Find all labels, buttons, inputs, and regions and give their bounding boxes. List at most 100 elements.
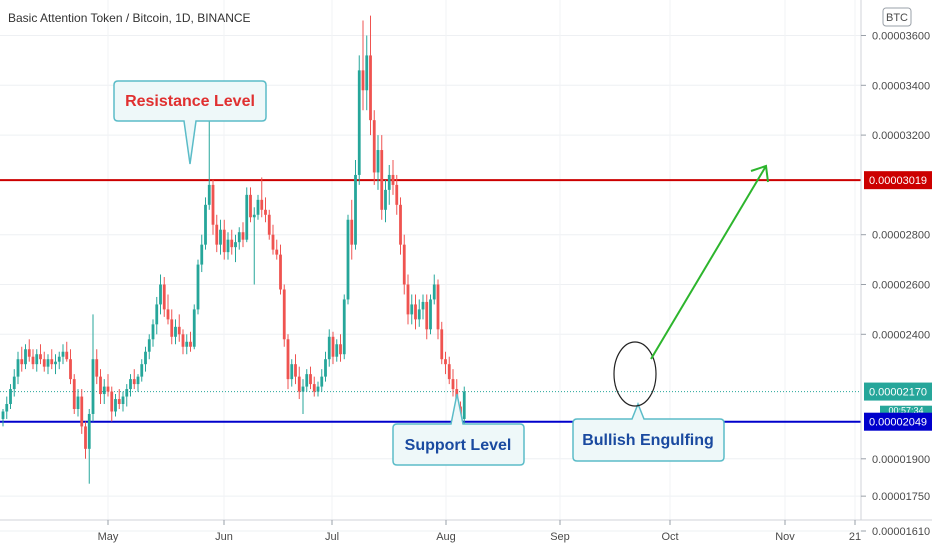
candle-body: [20, 359, 24, 365]
candle-body: [50, 359, 54, 365]
candle-body: [140, 364, 144, 377]
candle-body: [69, 359, 72, 380]
candle-body: [5, 404, 9, 412]
candle-body: [286, 339, 290, 380]
candle-body: [312, 384, 316, 392]
candle-body: [16, 359, 20, 377]
candle-body: [35, 354, 39, 365]
candle-body: [42, 359, 46, 367]
candle-body: [106, 386, 110, 392]
hidden-time-tag: 00:57:34: [880, 405, 932, 416]
support-price-tag: 0.00002049: [864, 412, 932, 431]
candle-body: [256, 199, 260, 215]
candle-body: [54, 361, 57, 365]
candle-body: [275, 249, 279, 255]
candle-body: [402, 244, 406, 285]
candlestick-series: [1, 15, 466, 484]
candle-body: [372, 120, 376, 173]
candle-body: [414, 304, 417, 320]
pattern-callout-label: Bullish Engulfing: [582, 432, 714, 449]
candle-body: [174, 326, 177, 337]
candle-body: [249, 194, 252, 218]
candle-body: [144, 351, 147, 365]
candle-body: [196, 264, 200, 310]
candle-body: [406, 284, 410, 315]
resistance-price-tag: 0.00003019: [864, 171, 932, 190]
candle-body: [24, 349, 27, 365]
support-callout-label: Support Level: [405, 437, 512, 454]
candle-body: [219, 229, 222, 245]
candle-body: [264, 209, 267, 215]
candle-body: [241, 232, 245, 240]
projection-arrow[interactable]: [650, 164, 769, 360]
candle-body: [147, 339, 151, 352]
candle-body: [451, 379, 455, 390]
candle-body: [125, 389, 129, 397]
y-tick-label: 0.00003400: [872, 80, 930, 92]
price-axis[interactable]: 0.00003600 0.00003400 0.00003200 0.00002800…: [861, 31, 930, 539]
candle-body: [117, 399, 121, 405]
candle-body: [447, 364, 451, 380]
candle-body: [222, 229, 226, 253]
candle-body: [346, 219, 350, 300]
candle-body: [121, 396, 125, 405]
current-price-tag: 0.00002170: [864, 382, 932, 401]
candle-body: [12, 376, 16, 390]
candle-body: [305, 374, 309, 387]
candle-body: [316, 386, 320, 392]
y-tick-label: 0.00003200: [872, 130, 930, 142]
x-tick-label: Jun: [215, 531, 233, 543]
candle-body: [297, 376, 301, 392]
candle-body: [462, 391, 466, 419]
candle-body: [432, 284, 436, 300]
candle-body: [279, 254, 282, 290]
candle-body: [211, 184, 215, 225]
pattern-callout-box: [572, 401, 725, 462]
x-tick-label: 21: [849, 531, 861, 543]
candle-body: [95, 359, 99, 377]
candle-body: [365, 55, 369, 91]
candle-body: [99, 376, 102, 395]
current-price-label: 0.00002170: [869, 387, 927, 399]
time-axis[interactable]: May Jun Jul Aug Sep Oct Nov 21: [98, 520, 862, 543]
candle-body: [114, 399, 117, 412]
candle-body: [369, 55, 372, 121]
candle-body: [245, 194, 249, 240]
candle-body: [155, 304, 159, 325]
x-tick-label: Nov: [775, 531, 795, 543]
candle-body: [436, 284, 440, 330]
x-tick-label: Oct: [661, 531, 678, 543]
candle-body: [320, 376, 324, 387]
projection-arrow-head: [750, 164, 769, 183]
support-callout[interactable]: Support Level: [392, 393, 525, 466]
countdown-label: 00:57:34: [888, 406, 923, 416]
candle-body: [151, 324, 155, 340]
y-tick-label: 0.00001750: [872, 491, 930, 503]
candle-body: [399, 204, 402, 245]
candle-body: [166, 309, 170, 320]
pattern-callout[interactable]: Bullish Engulfing: [572, 401, 725, 462]
resistance-price-label: 0.00003019: [869, 175, 927, 187]
x-tick-label: Sep: [550, 531, 570, 543]
candle-body: [271, 234, 275, 250]
candle-body: [429, 299, 432, 330]
candle-body: [27, 349, 31, 357]
candle-body: [395, 184, 399, 205]
resistance-callout[interactable]: Resistance Level: [113, 80, 267, 165]
y-tick-label: 0.00001610: [872, 526, 930, 538]
candle-body: [357, 70, 361, 175]
candle-body: [215, 224, 219, 245]
candle-body: [376, 150, 380, 173]
candle-body: [192, 309, 196, 347]
y-tick-label: 0.00002800: [872, 230, 930, 242]
support-callout-box: [392, 393, 525, 466]
candle-body: [132, 379, 136, 385]
candle-body: [57, 356, 61, 362]
candle-body: [327, 336, 331, 360]
candle-body: [91, 359, 95, 414]
currency-badge[interactable]: [882, 7, 912, 27]
candle-body: [226, 239, 230, 253]
candle-body: [185, 341, 189, 347]
candle-body: [159, 284, 162, 305]
